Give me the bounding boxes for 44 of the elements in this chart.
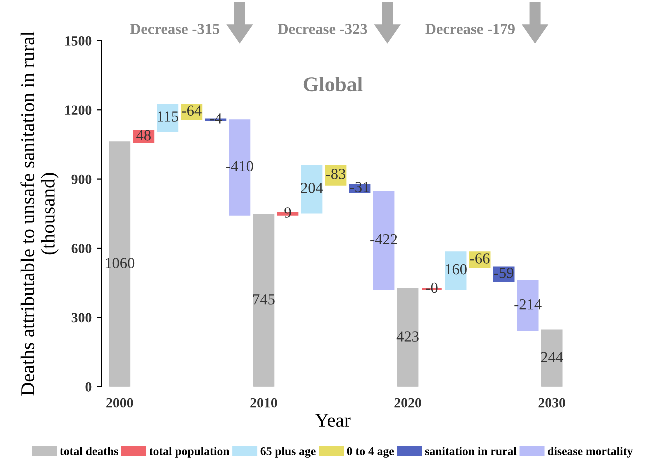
bar <box>397 288 419 387</box>
data-label: 244 <box>541 352 564 362</box>
text: Global <box>304 76 363 92</box>
legend-label: disease mortality <box>548 447 634 458</box>
data-label: -214 <box>514 299 542 310</box>
x-tick-label: 2020 <box>394 398 422 408</box>
y-tick-label: 1500 <box>66 36 92 46</box>
data-label: 48 <box>136 130 151 141</box>
data-label: -64 <box>182 106 202 116</box>
legend-label: 65 plus age <box>260 447 316 458</box>
legend-label: total population <box>150 447 230 458</box>
text: Decrease -179 <box>426 24 515 34</box>
bar <box>541 330 563 387</box>
data-label: -83 <box>326 169 346 180</box>
bar <box>253 214 275 387</box>
legend-label: sanitation in rural <box>425 447 517 456</box>
data-label: -422 <box>370 234 398 245</box>
data-label: -59 <box>494 268 514 278</box>
y-tick-label: 300 <box>72 313 92 323</box>
legend-label: total deaths <box>60 447 118 456</box>
bar <box>301 165 323 214</box>
data-label: -66 <box>470 254 490 264</box>
data-label: 423 <box>396 332 419 342</box>
x-tick-label: 2010 <box>250 398 278 408</box>
x-axis-title: Year <box>315 414 351 428</box>
y-tick-label: 900 <box>72 174 92 184</box>
data-label: 204 <box>301 182 324 194</box>
text: Decrease -315 <box>130 24 220 34</box>
data-label: -31 <box>350 182 370 192</box>
data-label: -410 <box>226 161 254 172</box>
data-label: 1060 <box>106 258 135 268</box>
data-label: 745 <box>254 294 275 305</box>
y-tick-label: 600 <box>72 244 92 254</box>
x-tick-label: 2000 <box>106 398 134 408</box>
data-label: 115 <box>158 112 178 122</box>
text: Decrease -323 <box>278 24 368 34</box>
data-label: 160 <box>446 264 467 275</box>
x-tick-label: 2030 <box>538 398 566 408</box>
bar <box>445 252 467 290</box>
y-axis-title: Deaths attributable to unsafe sanitation in rural (thousand) <box>20 32 59 396</box>
y-tick-label: 1200 <box>66 106 92 116</box>
legend-label: 0 to 4 age <box>347 447 394 458</box>
bar <box>157 104 179 132</box>
y-tick-label: 0 <box>86 382 92 392</box>
